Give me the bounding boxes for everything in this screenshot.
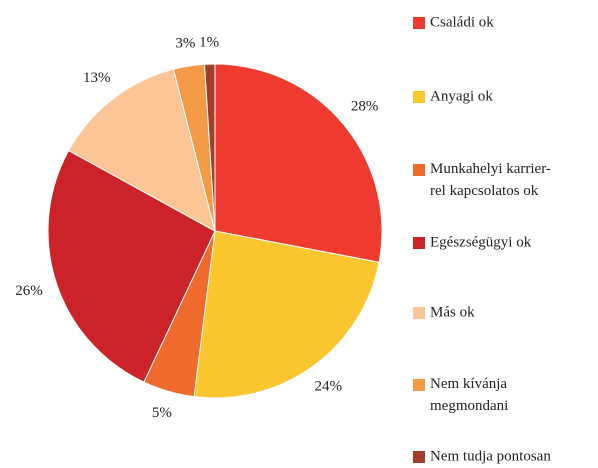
legend-label: Nem kívánja megmondani xyxy=(430,376,508,414)
data-label: 28% xyxy=(351,99,379,115)
pie-slice xyxy=(214,63,383,263)
legend-swatch xyxy=(413,307,425,319)
legend-swatch xyxy=(413,379,425,391)
data-label: 13% xyxy=(83,70,111,86)
data-label: 26% xyxy=(15,283,43,299)
legend-label: Egészségügyi ok xyxy=(430,234,532,250)
legend-label: Anyagi ok xyxy=(430,88,493,104)
legend-swatch xyxy=(413,451,425,463)
data-label: 1% xyxy=(199,34,219,50)
data-label: 3% xyxy=(175,36,195,52)
pie-slice xyxy=(193,230,380,399)
legend-label: Nem tudja pontosan xyxy=(430,448,551,464)
legend-label: Családi ok xyxy=(430,14,494,30)
data-label: 24% xyxy=(315,378,343,394)
legend-label: Munkahelyi karrier-rel kapcsolatos ok xyxy=(430,161,551,199)
pie-slice xyxy=(203,63,216,232)
legend-swatch xyxy=(413,164,425,176)
legend-swatch xyxy=(413,17,425,29)
data-label: 5% xyxy=(152,405,172,421)
legend-label: Más ok xyxy=(430,304,475,320)
legend-swatch xyxy=(413,91,425,103)
legend-swatch xyxy=(413,237,425,249)
pie-slice xyxy=(67,68,216,232)
